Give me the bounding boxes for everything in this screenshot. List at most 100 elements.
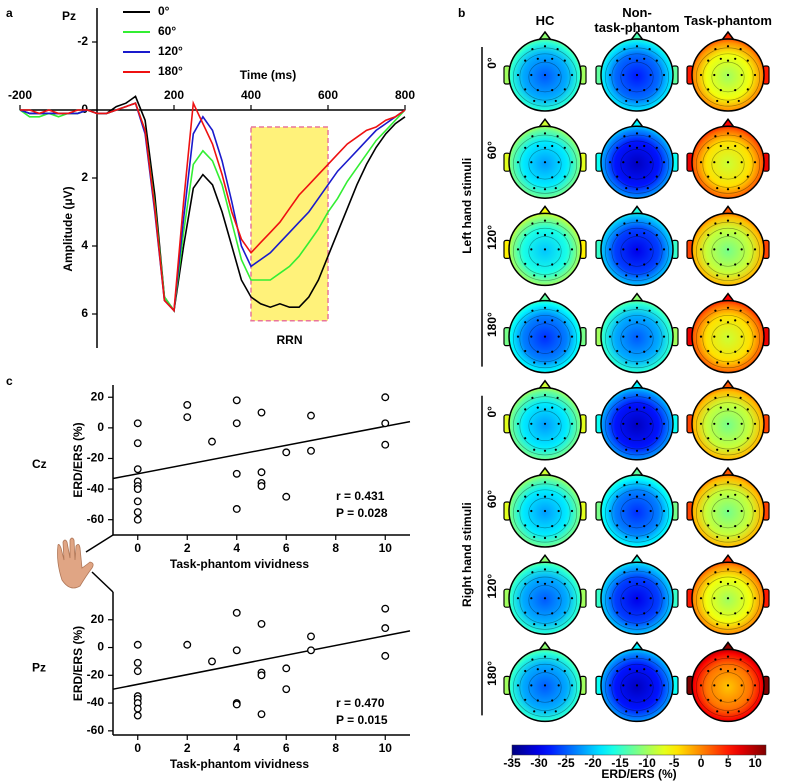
electrode bbox=[646, 448, 649, 451]
electrode bbox=[726, 306, 730, 309]
electrode bbox=[635, 536, 639, 540]
electrode bbox=[563, 698, 566, 701]
data-point bbox=[257, 468, 266, 477]
electrode bbox=[533, 623, 536, 626]
electrode bbox=[543, 362, 547, 365]
electrode bbox=[563, 524, 566, 527]
electrode bbox=[623, 47, 626, 51]
electrode bbox=[623, 571, 626, 574]
electrode bbox=[533, 99, 536, 103]
electrode bbox=[707, 59, 710, 62]
data-point bbox=[282, 664, 291, 673]
electrode bbox=[622, 597, 625, 600]
chart-title: Pz bbox=[62, 9, 76, 23]
electrode bbox=[719, 89, 722, 92]
electrode bbox=[719, 525, 722, 528]
electrode bbox=[543, 132, 547, 135]
electrode bbox=[726, 248, 730, 251]
electrode bbox=[737, 187, 740, 190]
electrode bbox=[699, 422, 703, 425]
colorbar-tick-label: 0 bbox=[698, 756, 705, 770]
electrode bbox=[628, 580, 631, 584]
data-point bbox=[133, 515, 142, 524]
electrode bbox=[719, 57, 722, 60]
electrode bbox=[536, 668, 539, 671]
electrode bbox=[746, 698, 749, 701]
electrode bbox=[516, 73, 520, 77]
electrode bbox=[551, 525, 554, 528]
electrode bbox=[655, 233, 658, 237]
colorbar-tick-label: 5 bbox=[725, 756, 732, 770]
electrode bbox=[622, 248, 625, 251]
panel-label: a bbox=[6, 6, 13, 20]
electrode bbox=[737, 710, 740, 713]
electrode bbox=[563, 495, 566, 498]
electrode bbox=[648, 135, 651, 138]
electrode bbox=[649, 335, 652, 338]
electrode bbox=[533, 535, 536, 539]
electrode bbox=[753, 73, 757, 77]
electrode bbox=[616, 698, 619, 701]
data-point bbox=[232, 396, 241, 405]
data-point bbox=[257, 482, 266, 490]
electrode bbox=[726, 422, 730, 425]
electrode bbox=[719, 612, 722, 615]
electrode bbox=[643, 350, 646, 353]
electrode bbox=[737, 535, 740, 539]
data-point bbox=[133, 667, 142, 676]
electrode bbox=[570, 335, 574, 338]
row-label: 60° bbox=[485, 141, 499, 159]
electrode bbox=[649, 684, 652, 687]
electrode bbox=[646, 623, 649, 626]
electrode bbox=[726, 100, 730, 104]
electrode bbox=[719, 144, 722, 148]
data-point bbox=[232, 505, 241, 513]
row-label: 180° bbox=[485, 312, 499, 337]
electrode bbox=[719, 263, 722, 266]
electrode bbox=[543, 684, 547, 687]
x-axis-label: Time (ms) bbox=[240, 68, 296, 82]
electrode bbox=[543, 248, 547, 251]
electrode bbox=[726, 321, 730, 324]
electrode bbox=[726, 624, 730, 627]
electrode bbox=[563, 437, 566, 440]
electrode bbox=[707, 321, 710, 324]
electrode bbox=[737, 274, 740, 277]
electrode bbox=[662, 422, 666, 425]
electrode bbox=[719, 437, 722, 441]
head-nose bbox=[630, 292, 644, 303]
contour bbox=[620, 61, 654, 93]
contour bbox=[528, 148, 562, 180]
contour bbox=[512, 221, 578, 281]
contour bbox=[695, 570, 761, 630]
electrode bbox=[726, 45, 730, 48]
electrode bbox=[543, 146, 547, 149]
electrode bbox=[713, 509, 716, 513]
electrode bbox=[643, 437, 646, 441]
electrode bbox=[622, 335, 625, 338]
electrode bbox=[746, 524, 749, 527]
electrode bbox=[551, 319, 554, 322]
electrode bbox=[516, 422, 520, 425]
head-nose bbox=[538, 117, 552, 128]
contour bbox=[528, 584, 562, 616]
electrode bbox=[734, 525, 737, 528]
electrode bbox=[753, 684, 757, 687]
electrode bbox=[734, 232, 737, 235]
electrode bbox=[740, 248, 743, 251]
data-point bbox=[133, 419, 142, 428]
electrode bbox=[753, 597, 757, 600]
contour bbox=[604, 396, 670, 456]
electrode bbox=[699, 509, 703, 513]
x-tick-label: 600 bbox=[318, 88, 338, 102]
electrode bbox=[608, 422, 612, 425]
electrode bbox=[556, 222, 559, 225]
electrode bbox=[714, 396, 717, 399]
electrode bbox=[726, 362, 730, 365]
electrode bbox=[628, 89, 631, 92]
data-point bbox=[133, 711, 142, 720]
electrode bbox=[543, 161, 547, 164]
electrode bbox=[524, 437, 527, 440]
electrode bbox=[536, 144, 539, 148]
electrode bbox=[635, 321, 639, 324]
